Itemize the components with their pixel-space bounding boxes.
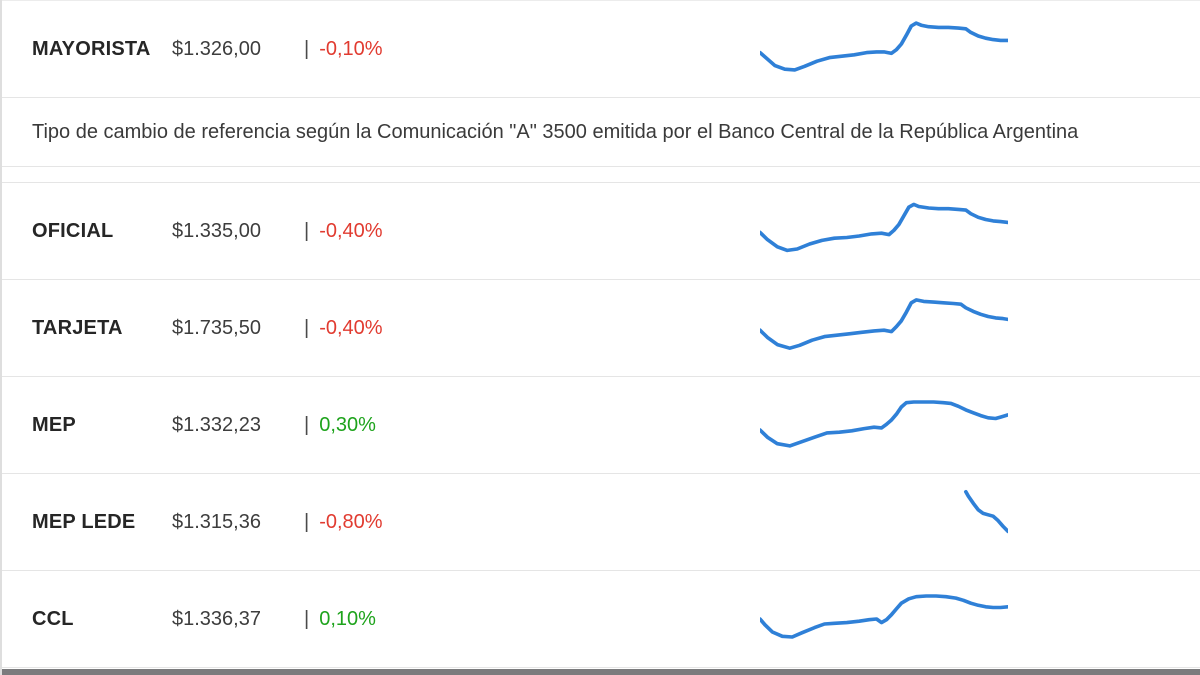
price-change-separator: | xyxy=(304,219,310,242)
rate-label: OFICIAL xyxy=(32,219,114,242)
sparkline-chart xyxy=(760,298,1008,351)
rate-change: -0,10% xyxy=(319,37,383,60)
rate-row-mayorista[interactable]: MAYORISTA $1.326,00 | -0,10% xyxy=(2,1,1200,98)
card-gap xyxy=(2,167,1200,182)
rate-change: -0,40% xyxy=(319,316,383,339)
rate-row-ccl[interactable]: CCL $1.336,37 | 0,10% xyxy=(2,571,1200,668)
rate-change: 0,30% xyxy=(319,413,376,436)
price-change-separator: | xyxy=(304,607,310,630)
price-change-separator: | xyxy=(304,37,310,60)
rates-card: OFICIAL $1.335,00 | -0,40% TARJETA $1.73… xyxy=(2,182,1200,668)
footer-edge-bar xyxy=(2,669,1200,675)
rate-price: $1.335,00 xyxy=(172,219,261,242)
rate-change: -0,40% xyxy=(319,219,383,242)
rate-change: -0,80% xyxy=(319,510,383,533)
mayorista-card: MAYORISTA $1.326,00 | -0,10% Tipo de cam… xyxy=(2,0,1200,167)
rate-row-tarjeta[interactable]: TARJETA $1.735,50 | -0,40% xyxy=(2,280,1200,377)
rate-row-mep-lede[interactable]: MEP LEDE $1.315,36 | -0,80% xyxy=(2,474,1200,571)
rate-price: $1.735,50 xyxy=(172,316,261,339)
rate-label: CCL xyxy=(32,607,74,630)
bcra-note-text: Tipo de cambio de referencia según la Co… xyxy=(32,120,1079,143)
rate-price: $1.315,36 xyxy=(172,510,261,533)
rate-price: $1.332,23 xyxy=(172,413,261,436)
rate-label: TARJETA xyxy=(32,316,123,339)
sparkline-chart xyxy=(963,490,1008,534)
bcra-note: Tipo de cambio de referencia según la Co… xyxy=(2,98,1200,167)
rate-price: $1.326,00 xyxy=(172,37,261,60)
sparkline-chart xyxy=(760,594,1008,639)
rate-price: $1.336,37 xyxy=(172,607,261,630)
price-change-separator: | xyxy=(304,316,310,339)
sparkline-chart xyxy=(760,21,1008,72)
rate-label: MEP xyxy=(32,413,76,436)
rate-row-mep[interactable]: MEP $1.332,23 | 0,30% xyxy=(2,377,1200,474)
price-change-separator: | xyxy=(304,413,310,436)
sparkline-chart xyxy=(760,202,1008,253)
rate-label: MEP LEDE xyxy=(32,510,136,533)
price-change-separator: | xyxy=(304,510,310,533)
rate-row-oficial[interactable]: OFICIAL $1.335,00 | -0,40% xyxy=(2,183,1200,280)
rate-change: 0,10% xyxy=(319,607,376,630)
sparkline-chart xyxy=(760,400,1008,448)
rate-label: MAYORISTA xyxy=(32,37,151,60)
